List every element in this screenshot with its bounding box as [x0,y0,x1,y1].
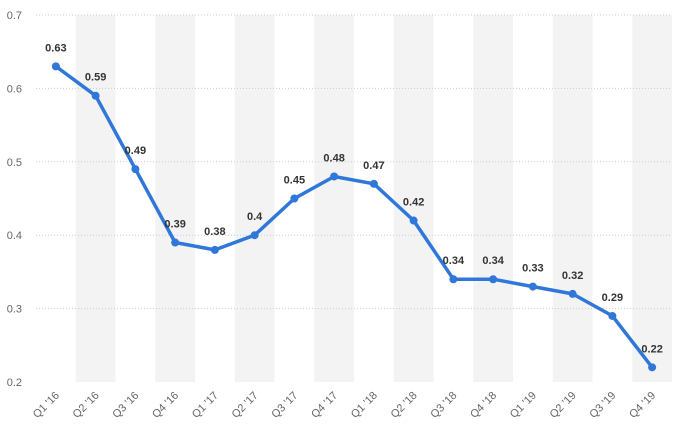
y-axis-ticks: 0.2 0.3 0.4 0.5 0.6 0.7 [7,10,22,389]
x-tick-label: Q2 '18 [389,390,420,421]
data-point [568,289,577,298]
x-tick-label: Q1 '17 [190,390,221,421]
data-point [51,62,60,71]
data-label: 0.29 [602,292,623,304]
data-label: 0.39 [164,219,185,231]
y-tick-label: 0.5 [7,157,22,169]
column-band [632,15,672,382]
x-tick-label: Q1 '18 [349,390,380,421]
x-tick-label: Q1 '19 [508,390,539,421]
data-point [131,165,140,174]
data-label: 0.47 [363,160,384,172]
y-tick-label: 0.7 [7,10,22,22]
data-label: 0.33 [522,263,543,275]
data-point [449,275,458,284]
data-point [608,311,617,320]
data-label: 0.49 [125,145,146,157]
column-band [155,15,195,382]
data-point [648,363,657,372]
column-band [314,15,354,382]
gridlines [36,14,672,310]
data-point [290,194,299,203]
y-tick-label: 0.2 [7,377,22,389]
x-tick-label: Q2 '19 [548,390,579,421]
data-label: 0.34 [443,255,465,267]
data-point [171,238,180,247]
data-point [489,275,498,284]
x-tick-label: Q4 '16 [150,390,181,421]
x-axis-ticks: Q1 '16 Q2 '16 Q3 '16 Q4 '16 Q1 '17 Q2 '17 Q3 '… [31,390,658,421]
x-tick-label: Q4 '17 [309,390,340,421]
data-label: 0.45 [284,175,305,187]
y-tick-label: 0.3 [7,304,22,316]
column-band [75,15,116,382]
series-line [54,64,654,370]
data-point [409,216,418,225]
x-tick-label: Q3 '18 [428,390,459,421]
series-line-group [54,64,654,370]
data-points [51,62,657,372]
column-band [234,15,275,382]
data-label: 0.22 [641,343,662,355]
data-label: 0.48 [323,152,344,164]
column-band [393,15,434,382]
data-label: 0.4 [247,211,263,223]
data-label: 0.38 [204,226,225,238]
data-point [91,91,100,100]
data-point [250,231,259,240]
column-bands [75,15,672,382]
x-tick-label: Q4 '19 [627,390,658,421]
column-band [473,15,513,382]
data-label: 0.34 [482,255,504,267]
x-tick-label: Q3 '16 [110,390,141,421]
y-tick-label: 0.6 [7,83,22,95]
data-point [330,172,339,181]
x-tick-label: Q4 '18 [468,390,499,421]
data-label: 0.32 [562,270,583,282]
data-point [210,245,219,254]
y-tick-label: 0.4 [7,230,22,242]
x-tick-label: Q2 '17 [230,390,261,421]
x-tick-label: Q1 '16 [31,390,62,421]
data-label: 0.59 [85,72,106,84]
column-band [552,15,593,382]
data-labels: 0.63 0.59 0.49 0.39 0.38 0.4 0.45 0.48 0.47 0.42 0… [45,42,663,355]
x-tick-label: Q3 '19 [587,390,618,421]
x-tick-label: Q3 '17 [269,390,300,421]
data-label: 0.63 [45,42,66,54]
data-point [528,282,537,291]
x-tick-label: Q2 '16 [71,390,102,421]
data-point [369,179,378,188]
data-label: 0.42 [403,197,424,209]
